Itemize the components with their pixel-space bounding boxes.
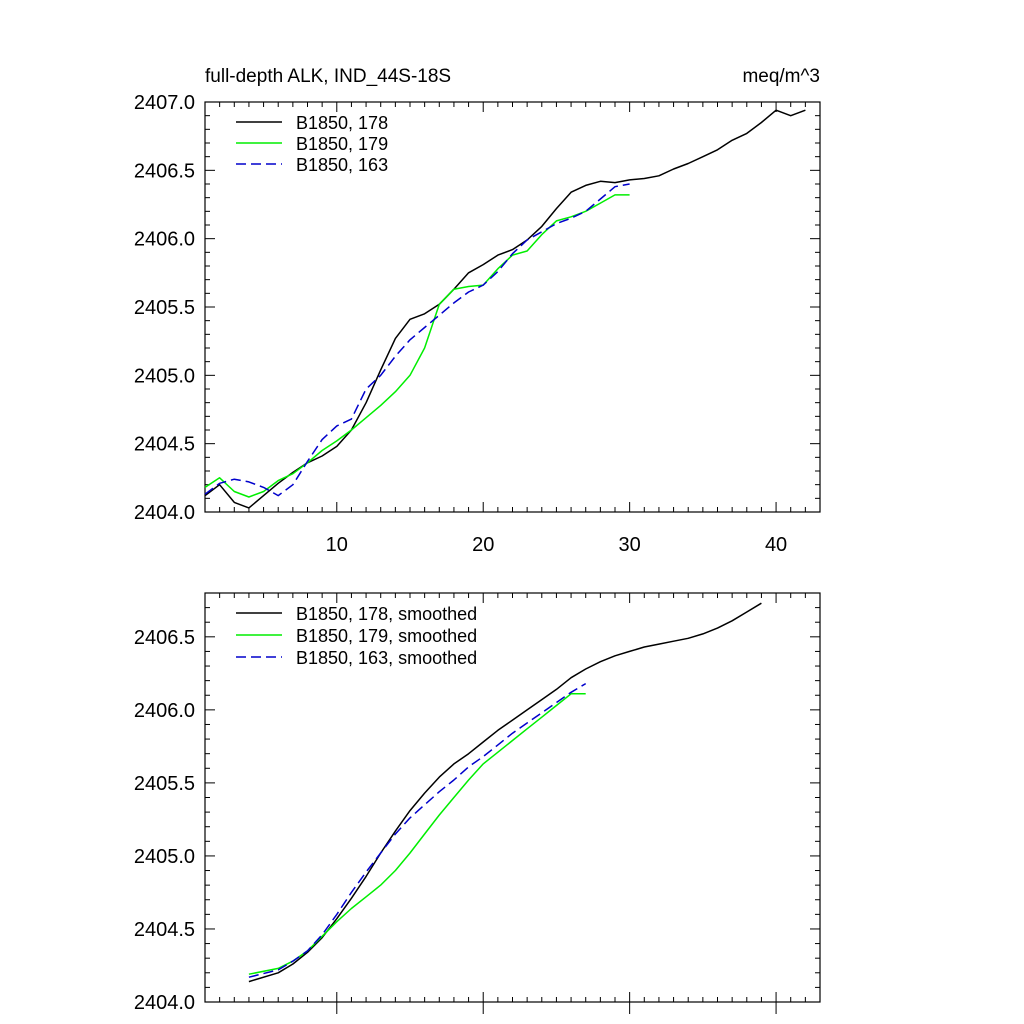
series-line — [248, 602, 762, 983]
y-tick-label: 2404.0 — [134, 502, 195, 524]
axis-ticks — [204, 101, 821, 513]
y-tick-label: 2406.0 — [134, 700, 195, 722]
legend-label: B1850, 163 — [296, 155, 388, 175]
legend-label: B1850, 179 — [296, 134, 388, 154]
y-tick-label: 2404.0 — [134, 992, 195, 1014]
chart-panel-bottom: 2404.0 2404.5 2405.0 2405.5 2406.0 2406.5 B185… — [134, 592, 821, 1014]
y-tick-label: 2404.5 — [134, 919, 195, 941]
series-line — [248, 693, 586, 975]
x-tick-label: 10 — [326, 534, 348, 556]
chart-title: full-depth ALK, IND_44S-18S — [205, 66, 451, 87]
x-tick-label: 30 — [619, 534, 641, 556]
chart-panel-top: full-depth ALK, IND_44S-18S meq/m^3 2404… — [134, 66, 821, 556]
legend-label: B1850, 178, smoothed — [296, 604, 477, 624]
x-tick-label: 40 — [765, 534, 787, 556]
series-line — [204, 183, 630, 497]
series-line — [204, 194, 630, 498]
chart-units-label: meq/m^3 — [742, 66, 820, 87]
y-tick-label: 2406.5 — [134, 627, 195, 649]
plot-area: 2404.0 2404.5 2405.0 2405.5 2406.0 2406.5 2407… — [134, 92, 821, 556]
y-tick-label: 2406.0 — [134, 229, 195, 251]
y-tick-label: 2407.0 — [134, 92, 195, 114]
y-tick-label: 2405.0 — [134, 846, 195, 868]
axis-ticks — [204, 592, 821, 1014]
series-line — [248, 682, 587, 978]
legend-label: B1850, 163, smoothed — [296, 648, 477, 668]
y-tick-label: 2405.5 — [134, 773, 195, 795]
y-tick-label: 2405.0 — [134, 365, 195, 387]
y-tick-label: 2404.5 — [134, 434, 195, 456]
y-tick-label: 2406.5 — [134, 160, 195, 182]
legend-label: B1850, 179, smoothed — [296, 626, 477, 646]
x-tick-label: 20 — [472, 534, 494, 556]
y-tick-label: 2405.5 — [134, 297, 195, 319]
legend-label: B1850, 178 — [296, 113, 388, 133]
plot-area: 2404.0 2404.5 2405.0 2405.5 2406.0 2406.5 B185… — [134, 592, 821, 1014]
